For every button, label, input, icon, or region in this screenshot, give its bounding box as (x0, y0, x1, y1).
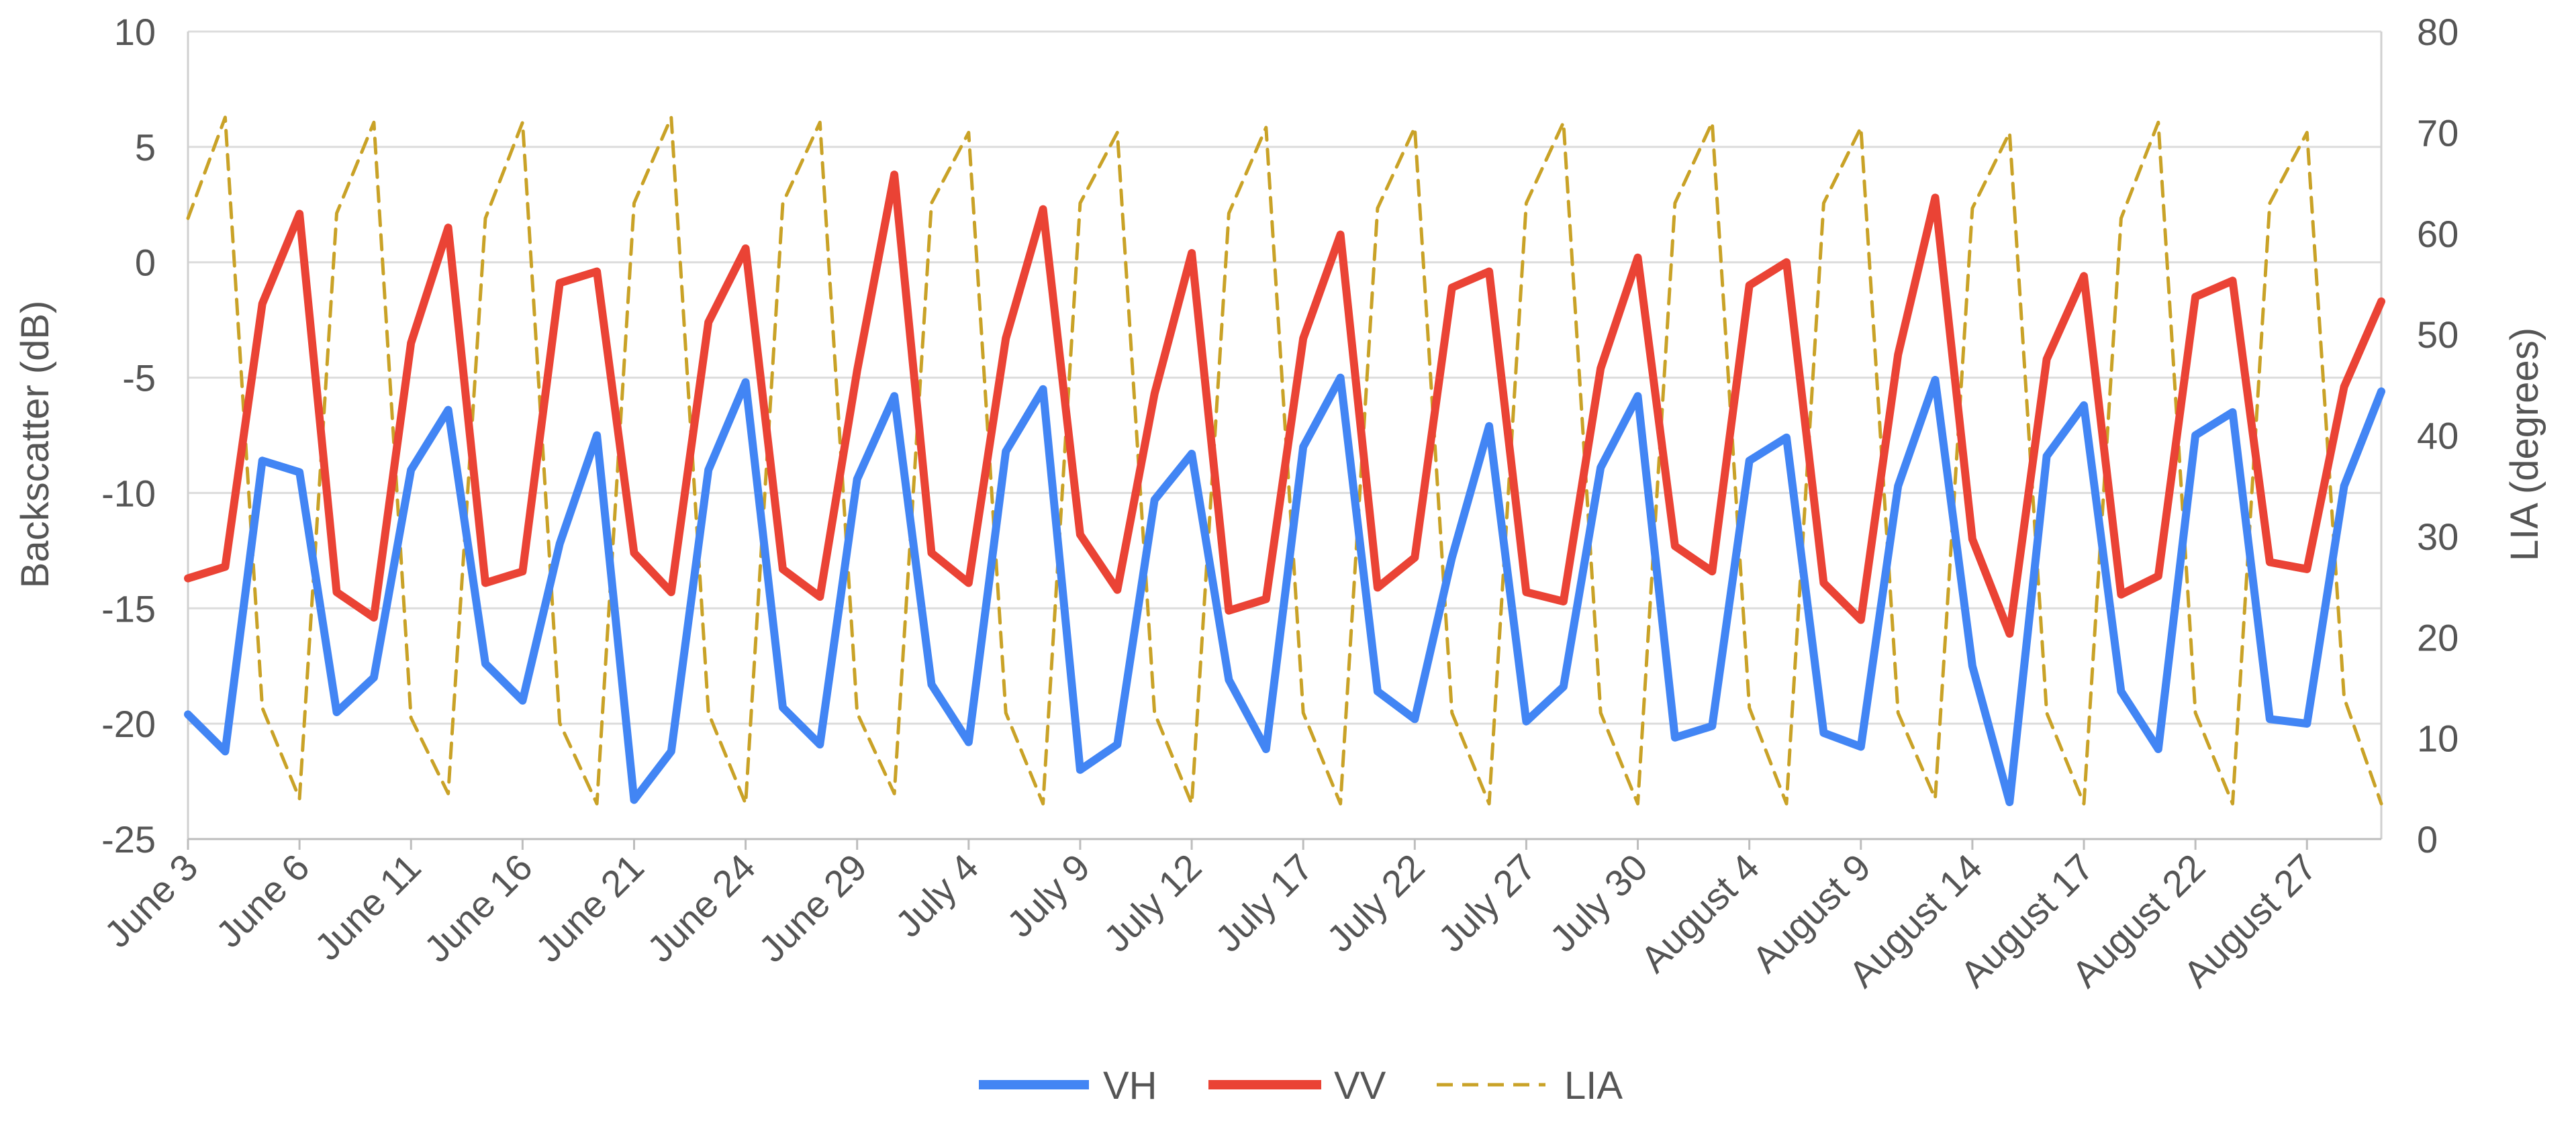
y2-tick-label: 80 (2417, 11, 2459, 53)
x-tick-label: June 3 (96, 846, 205, 955)
x-tick-label: June 6 (207, 846, 317, 955)
y2-tick-label: 60 (2417, 213, 2459, 255)
y2-tick-label: 30 (2417, 516, 2459, 558)
y2-tick-label: 70 (2417, 111, 2459, 154)
series-line-vv (184, 170, 2385, 638)
y-axis-label: Backscatter (dB) (13, 301, 57, 589)
x-tick-label: June 16 (416, 846, 540, 970)
y-tick-label: 5 (135, 126, 156, 168)
x-tick-label: June 11 (306, 846, 429, 969)
y-tick-label: -20 (101, 703, 156, 745)
y2-tick-label: 0 (2417, 818, 2438, 861)
x-tick-label: July 9 (998, 846, 1098, 945)
x-tick-label: July 30 (1541, 846, 1656, 960)
y2-tick-label: 50 (2417, 313, 2459, 356)
x-tick-label: July 4 (887, 846, 986, 945)
y-tick-label: -5 (122, 357, 156, 399)
y2-tick-label: 40 (2417, 415, 2459, 457)
legend: VH VV LIA (979, 1064, 1623, 1108)
legend-label-lia: LIA (1564, 1064, 1623, 1108)
y2-axis-label: LIA (degrees) (2503, 328, 2546, 561)
y-tick-label: 0 (135, 242, 156, 284)
x-tick-label: June 21 (527, 846, 651, 970)
x-tick-label: June 29 (751, 846, 875, 970)
legend-label-vv: VV (1334, 1064, 1386, 1108)
x-tick-label: July 22 (1319, 846, 1433, 960)
y-tick-label: -25 (101, 818, 156, 861)
x-tick-label: July 17 (1207, 846, 1321, 960)
y-tick-label: -10 (101, 472, 156, 514)
y2-tick-label: 20 (2417, 616, 2459, 658)
x-tick-label: July 27 (1430, 846, 1544, 960)
x-tick-label: August 4 (1632, 846, 1767, 981)
y-tick-label: -15 (101, 587, 156, 630)
legend-label-vh: VH (1103, 1064, 1157, 1108)
series-lines (184, 115, 2385, 806)
x-tick-label: July 12 (1096, 846, 1210, 960)
x-tick-label: June 24 (639, 846, 763, 970)
series-line-vh (184, 373, 2385, 806)
series-line-lia (186, 115, 2383, 805)
y-tick-label: 10 (114, 11, 156, 53)
axes (187, 32, 2383, 850)
y2-tick-label: 10 (2417, 718, 2459, 760)
